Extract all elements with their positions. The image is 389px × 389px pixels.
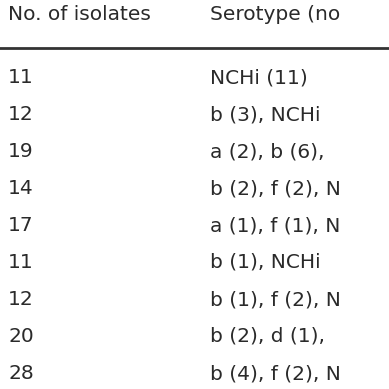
Text: 17: 17 <box>8 216 33 235</box>
Text: b (2), f (2), N: b (2), f (2), N <box>210 179 341 198</box>
Text: b (1), NCHi: b (1), NCHi <box>210 253 321 272</box>
Text: a (2), b (6),: a (2), b (6), <box>210 142 324 161</box>
Text: 11: 11 <box>8 253 34 272</box>
Text: 12: 12 <box>8 105 34 124</box>
Text: Serotype (no: Serotype (no <box>210 5 340 24</box>
Text: b (1), f (2), N: b (1), f (2), N <box>210 290 341 309</box>
Text: b (4), f (2), N: b (4), f (2), N <box>210 364 341 383</box>
Text: a (1), f (1), N: a (1), f (1), N <box>210 216 340 235</box>
Text: b (2), d (1),: b (2), d (1), <box>210 327 325 346</box>
Text: No. of isolates: No. of isolates <box>8 5 151 24</box>
Text: NCHi (11): NCHi (11) <box>210 68 308 87</box>
Text: 12: 12 <box>8 290 34 309</box>
Text: 28: 28 <box>8 364 34 383</box>
Text: 20: 20 <box>8 327 34 346</box>
Text: 14: 14 <box>8 179 34 198</box>
Text: 19: 19 <box>8 142 33 161</box>
Text: 11: 11 <box>8 68 34 87</box>
Text: b (3), NCHi: b (3), NCHi <box>210 105 321 124</box>
